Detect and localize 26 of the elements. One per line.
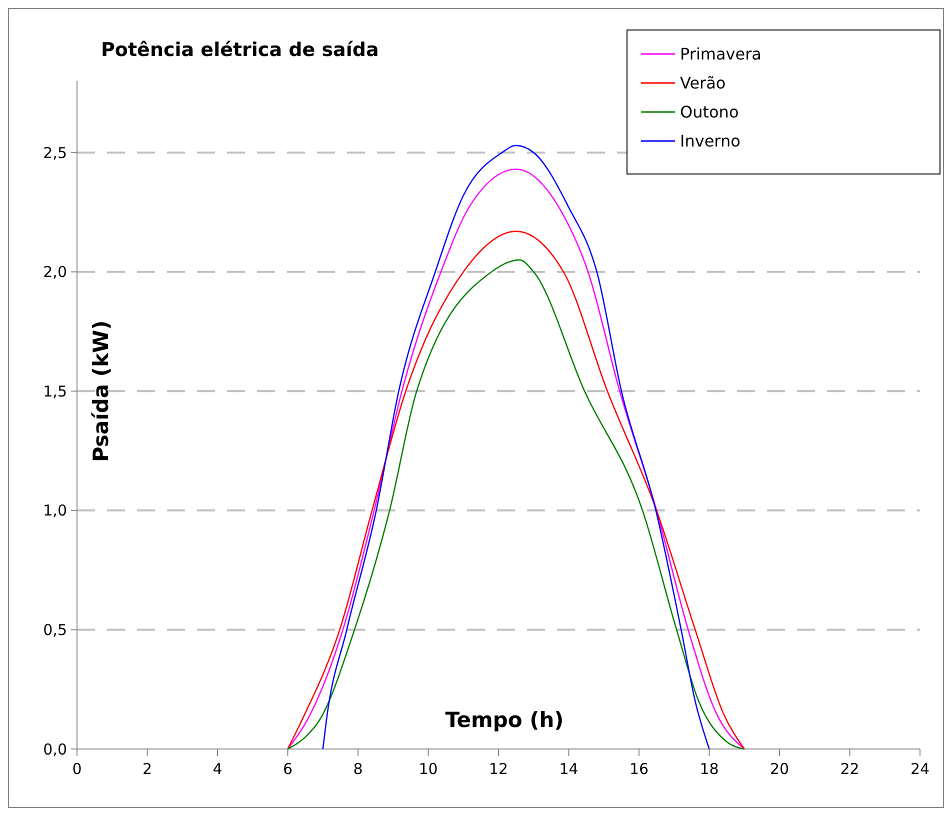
legend-label: Inverno	[680, 132, 740, 151]
x-tick-label: 10	[418, 760, 438, 778]
x-tick-label: 22	[840, 760, 860, 778]
y-tick-label: 0,5	[43, 620, 67, 639]
x-tick-label: 6	[282, 760, 293, 778]
legend-label: Verão	[680, 74, 726, 93]
x-axis-title: Tempo (h)	[445, 708, 564, 732]
y-tick-label: 2,0	[43, 263, 67, 282]
y-tick-label: 2,5	[43, 144, 67, 162]
legend-label: Primavera	[680, 44, 762, 64]
x-tick-label: 20	[770, 760, 790, 778]
x-tick-label: 2	[142, 760, 152, 778]
x-tick-label: 24	[910, 760, 930, 778]
x-tick-label: 14	[559, 760, 578, 778]
y-tick-label: 0,0	[43, 740, 67, 758]
x-tick-label: 0	[72, 760, 82, 778]
x-tick-label: 8	[353, 760, 363, 778]
x-tick-label: 18	[700, 760, 719, 778]
y-tick-label: 1,0	[43, 502, 67, 520]
y-tick-label: 1,5	[43, 382, 67, 400]
legend-label: Outono	[680, 102, 739, 122]
chart-title: Potência elétrica de saída	[101, 39, 379, 61]
x-tick-label: 4	[212, 760, 222, 778]
y-axis-title: Psaída (kW)	[89, 320, 113, 462]
x-tick-label: 16	[629, 760, 649, 778]
x-tick-label: 12	[488, 760, 508, 778]
